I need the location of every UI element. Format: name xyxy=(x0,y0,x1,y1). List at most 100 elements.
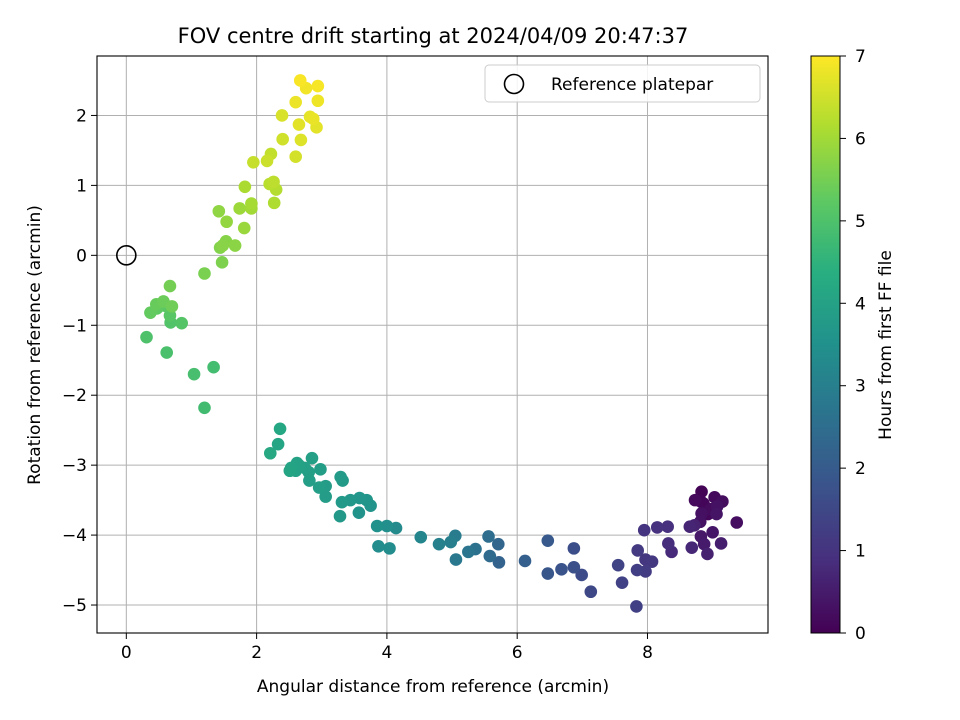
scatter-point xyxy=(683,520,697,533)
legend-entry: Reference platepar xyxy=(551,75,713,95)
x-tick-label: 2 xyxy=(251,643,262,663)
scatter-point xyxy=(198,267,211,280)
x-tick-label: 4 xyxy=(381,643,392,663)
scatter-point xyxy=(237,221,251,235)
scatter-point xyxy=(555,563,568,576)
scatter-point xyxy=(710,507,723,521)
scatter-point xyxy=(319,490,332,503)
scatter-point xyxy=(491,537,505,551)
colorbar-tick-label: 5 xyxy=(855,212,866,232)
scatter-point xyxy=(289,95,302,109)
legend-marker xyxy=(503,73,525,95)
scatter-point xyxy=(267,175,280,189)
scatter-point xyxy=(292,118,306,131)
scatter-point xyxy=(260,154,274,168)
scatter-point xyxy=(637,523,651,537)
colorbar-tick-label: 6 xyxy=(855,129,866,149)
scatter-point xyxy=(334,470,347,484)
scatter-point xyxy=(706,525,719,539)
scatter-point xyxy=(140,330,153,344)
scatter-point xyxy=(541,567,555,580)
reference-marker xyxy=(116,245,137,266)
scatter-point xyxy=(314,463,327,476)
scatter-point xyxy=(518,554,532,568)
scatter-point xyxy=(631,544,645,557)
colorbar: 0 1 2 3 4 5 6 7 Hours from first FF file xyxy=(810,47,896,644)
scatter-point xyxy=(293,74,307,87)
scatter-point xyxy=(482,530,495,543)
scatter-point xyxy=(216,239,230,252)
colorbar-tick-label: 3 xyxy=(855,377,866,397)
scatter-point xyxy=(289,150,302,164)
scatter-point xyxy=(207,360,220,374)
y-axis: −5 −4 −3 −2 −1 0 1 2 xyxy=(62,106,97,616)
scatter-point xyxy=(175,316,188,330)
scatter-point xyxy=(273,422,287,436)
scatter-point xyxy=(271,437,285,451)
scatter-point xyxy=(650,521,664,534)
scatter-point xyxy=(198,401,211,415)
y-tick-label: −4 xyxy=(62,526,87,546)
scatter-point xyxy=(611,558,625,572)
scatter-point xyxy=(263,446,277,460)
scatter-point xyxy=(661,520,674,533)
scatter-point xyxy=(306,112,320,126)
colorbar-tick-label: 1 xyxy=(855,542,866,562)
scatter-point xyxy=(492,556,506,569)
y-tick-label: −5 xyxy=(62,596,87,616)
data-points xyxy=(140,74,744,613)
plot-frame xyxy=(96,55,769,634)
scatter-point xyxy=(238,180,252,194)
scatter-point xyxy=(697,537,711,551)
scatter-point xyxy=(245,197,258,210)
y-tick-label: −1 xyxy=(62,316,87,336)
scatter-point xyxy=(372,539,385,553)
scatter-point xyxy=(567,542,581,555)
scatter-point xyxy=(432,537,446,551)
scatter-point xyxy=(275,109,289,122)
scatter-point xyxy=(685,541,699,554)
scatter-point xyxy=(233,202,246,215)
colorbar-tick-label: 2 xyxy=(855,459,866,479)
scatter-point xyxy=(187,367,201,381)
scatter-point xyxy=(228,239,242,252)
scatter-point xyxy=(701,547,714,561)
x-axis: 0 2 4 6 8 xyxy=(121,633,653,663)
scatter-point xyxy=(335,495,349,509)
x-axis-label: Angular distance from reference (arcmin) xyxy=(257,677,609,697)
y-tick-label: 2 xyxy=(76,106,87,126)
scatter-point xyxy=(311,79,325,93)
chart-title: FOV centre drift starting at 2024/04/09 … xyxy=(178,24,689,48)
x-tick-label: 0 xyxy=(121,643,132,663)
scatter-point xyxy=(541,534,555,547)
y-tick-label: −3 xyxy=(62,456,87,476)
scatter-point xyxy=(247,156,260,169)
scatter-point xyxy=(215,256,229,269)
y-tick-label: −2 xyxy=(62,386,87,406)
y-tick-label: 1 xyxy=(76,176,87,196)
scatter-point xyxy=(370,519,384,533)
colorbar-gradient xyxy=(810,55,841,634)
scatter-point xyxy=(414,530,428,544)
scatter-point xyxy=(312,481,326,494)
x-tick-label: 8 xyxy=(642,643,653,663)
legend: Reference platepar xyxy=(484,64,761,103)
scatter-point xyxy=(584,585,598,599)
scatter-point xyxy=(630,563,644,577)
scatter-point xyxy=(688,493,702,507)
colorbar-tick-label: 4 xyxy=(855,294,866,314)
scatter-point xyxy=(645,555,659,568)
colorbar-ticks: 0 1 2 3 4 5 6 7 xyxy=(840,47,866,644)
y-tick-label: 0 xyxy=(76,246,87,266)
scatter-point xyxy=(383,542,396,555)
scatter-point xyxy=(449,553,463,566)
scatter-point xyxy=(575,568,588,582)
scatter-point xyxy=(165,300,179,313)
x-tick-label: 6 xyxy=(512,643,523,663)
scatter-point xyxy=(352,506,366,520)
scatter-point xyxy=(212,204,226,218)
scatter-point xyxy=(483,549,497,563)
colorbar-tick-label: 7 xyxy=(855,47,866,67)
scatter-point xyxy=(163,279,177,293)
